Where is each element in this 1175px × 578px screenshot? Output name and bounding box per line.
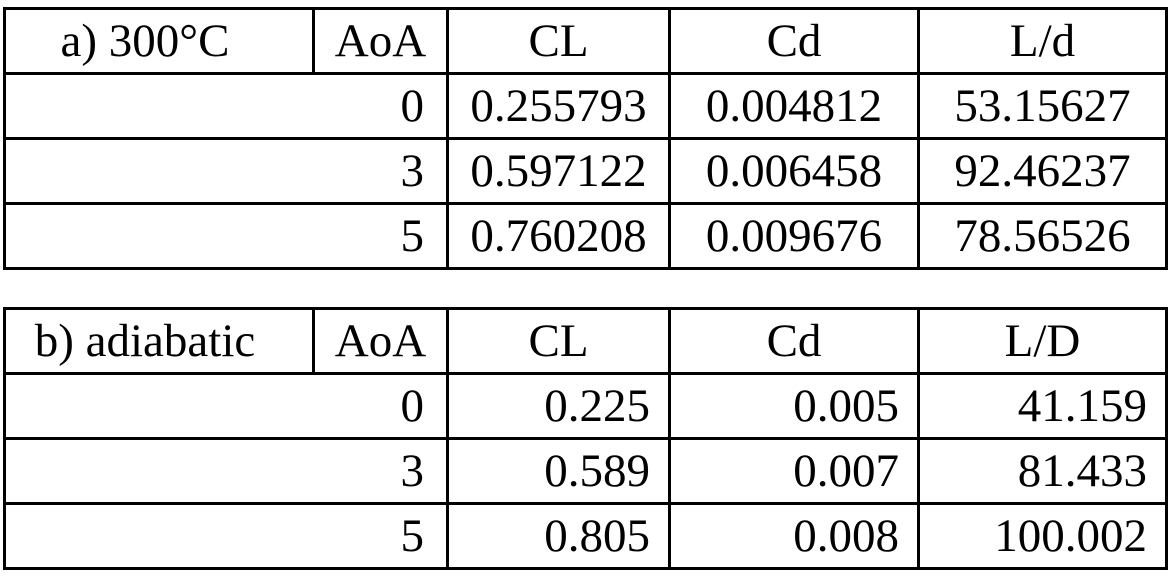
col-header-aoa: AoA bbox=[312, 307, 449, 375]
table-caption: b) adiabatic bbox=[3, 307, 315, 375]
table-b-adiabatic: b) adiabatic AoA CL Cd L/D 0 0.225 0.005… bbox=[3, 307, 1168, 570]
col-header-ld: L/D bbox=[917, 307, 1168, 375]
cell-aoa: 0 bbox=[3, 372, 449, 440]
cell-aoa: 3 bbox=[3, 437, 449, 505]
table-caption: a) 300°C bbox=[3, 7, 315, 75]
col-header-cl: CL bbox=[446, 307, 671, 375]
cell-aoa: 5 bbox=[3, 502, 449, 570]
table-row: 3 0.589 0.007 81.433 bbox=[3, 437, 1168, 505]
cell-ld: 81.433 bbox=[917, 437, 1168, 505]
table-row: 5 0.805 0.008 100.002 bbox=[3, 502, 1168, 570]
cell-ld: 41.159 bbox=[917, 372, 1168, 440]
cell-cl: 0.589 bbox=[446, 437, 671, 505]
cell-aoa: 0 bbox=[3, 72, 449, 140]
cell-cd: 0.008 bbox=[668, 502, 920, 570]
cell-cd: 0.007 bbox=[668, 437, 920, 505]
col-header-cd: Cd bbox=[668, 7, 920, 75]
cell-ld: 78.56526 bbox=[917, 202, 1168, 270]
cell-cl: 0.225 bbox=[446, 372, 671, 440]
header-row: b) adiabatic AoA CL Cd L/D bbox=[3, 307, 1168, 375]
table-a-300c: a) 300°C AoA CL Cd L/d 0 0.255793 0.0048… bbox=[3, 7, 1168, 270]
cell-cl: 0.760208 bbox=[446, 202, 671, 270]
table-row: 5 0.760208 0.009676 78.56526 bbox=[3, 202, 1168, 270]
col-header-cl: CL bbox=[446, 7, 671, 75]
table-row: 0 0.225 0.005 41.159 bbox=[3, 372, 1168, 440]
col-header-cd: Cd bbox=[668, 307, 920, 375]
cell-cl: 0.805 bbox=[446, 502, 671, 570]
cell-cl: 0.597122 bbox=[446, 137, 671, 205]
table-row: 0 0.255793 0.004812 53.15627 bbox=[3, 72, 1168, 140]
cell-ld: 100.002 bbox=[917, 502, 1168, 570]
cell-cd: 0.006458 bbox=[668, 137, 920, 205]
cell-cd: 0.005 bbox=[668, 372, 920, 440]
cell-ld: 53.15627 bbox=[917, 72, 1168, 140]
col-header-aoa: AoA bbox=[312, 7, 449, 75]
cell-cd: 0.009676 bbox=[668, 202, 920, 270]
cell-aoa: 3 bbox=[3, 137, 449, 205]
cell-aoa: 5 bbox=[3, 202, 449, 270]
cell-cl: 0.255793 bbox=[446, 72, 671, 140]
col-header-ld: L/d bbox=[917, 7, 1168, 75]
header-row: a) 300°C AoA CL Cd L/d bbox=[3, 7, 1168, 75]
cell-cd: 0.004812 bbox=[668, 72, 920, 140]
table-row: 3 0.597122 0.006458 92.46237 bbox=[3, 137, 1168, 205]
cell-ld: 92.46237 bbox=[917, 137, 1168, 205]
